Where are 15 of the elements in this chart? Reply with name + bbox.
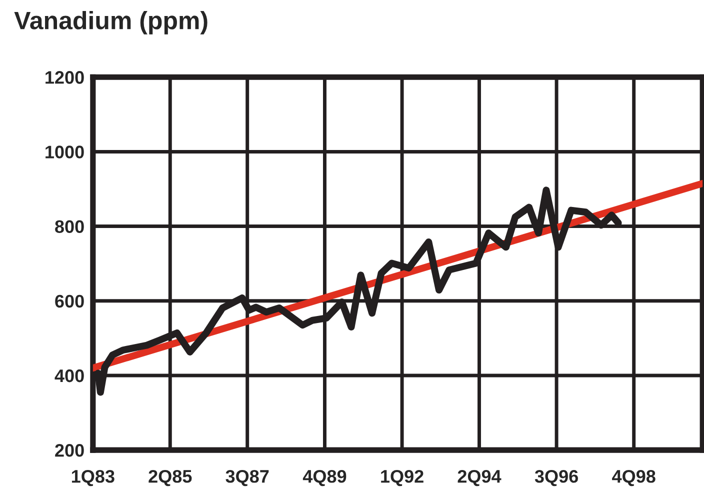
x-tick-label: 4Q89	[302, 470, 346, 486]
x-tick-label: 4Q98	[612, 470, 656, 486]
y-tick-label: 400	[54, 369, 84, 382]
x-tick-label: 1Q92	[381, 470, 424, 486]
y-tick-label: 200	[55, 444, 84, 457]
x-tick-label: 2Q94	[458, 470, 502, 486]
x-tick-label: 2Q85	[148, 470, 192, 486]
y-tick-label: 1200	[46, 71, 84, 84]
y-tick-label: 600	[55, 294, 84, 308]
x-tick-label: 3Q96	[534, 470, 578, 486]
y-tick-label: 800	[55, 220, 84, 234]
chart-title: Vanadium (ppm)	[14, 11, 208, 34]
x-tick-label: 3Q87	[226, 470, 269, 486]
y-tick-label: 1000	[46, 146, 84, 158]
x-tick-label: 1Q83	[72, 470, 114, 486]
